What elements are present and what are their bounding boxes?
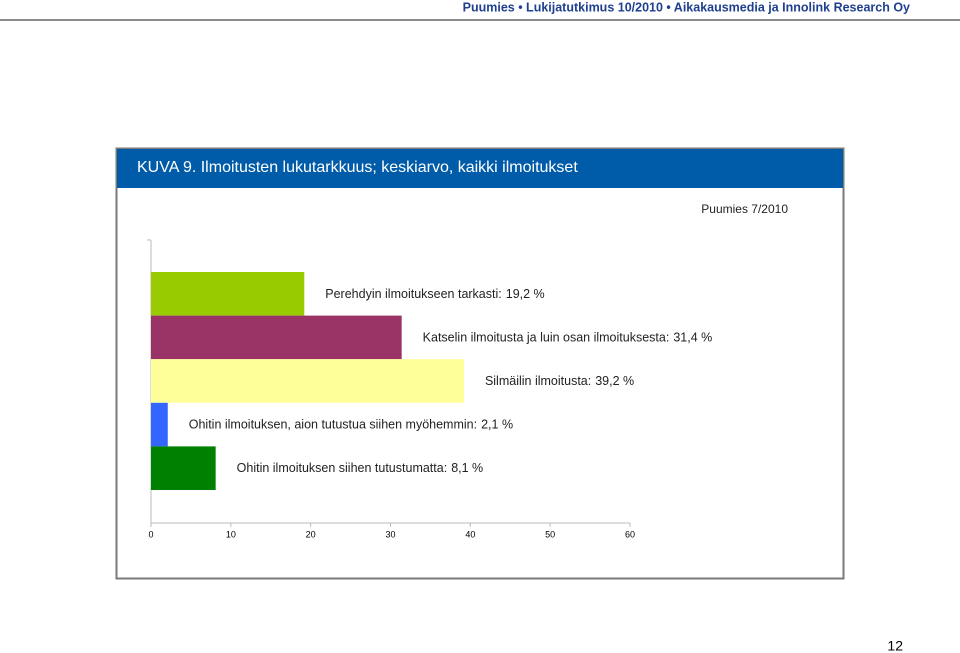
bar [151, 315, 402, 360]
page-number: 12 [887, 638, 903, 653]
title-bar [117, 149, 843, 188]
data-label: Ohitin ilmoituksen siihen tutustumatta: 8… [237, 461, 483, 475]
bar [151, 272, 305, 316]
bar [151, 359, 464, 403]
category-label: Ohitin ilmoituksen, aion tutustua siihen… [189, 418, 477, 432]
category-label: Perehdyin ilmoitukseen tarkasti: [325, 287, 501, 301]
value-label: 39,2 % [595, 374, 634, 388]
value-label: 2,1 % [481, 418, 513, 432]
x-tick-label: 60 [625, 529, 635, 539]
chart-subtitle: Puumies 7/2010 [701, 202, 788, 216]
data-label: Silmäilin ilmoitusta: 39,2 % [485, 374, 634, 388]
x-tick-label: 0 [148, 529, 153, 539]
bar [151, 446, 216, 490]
value-label: 19,2 % [506, 287, 545, 301]
x-tick-label: 40 [465, 529, 475, 539]
category-label: Katselin ilmoitusta ja luin osan ilmoitu… [423, 331, 670, 345]
x-tick-label: 10 [226, 529, 236, 539]
value-label: 8,1 % [451, 461, 483, 475]
category-label: Ohitin ilmoituksen siihen tutustumatta: [237, 461, 448, 475]
value-label: 31,4 % [673, 331, 712, 345]
x-tick-label: 50 [545, 529, 555, 539]
header-title: Puumies • Lukijatutkimus 10/2010 • Aikak… [463, 0, 910, 14]
data-label: Ohitin ilmoituksen, aion tutustua siihen… [189, 418, 513, 432]
x-tick-label: 30 [385, 529, 395, 539]
category-label: Silmäilin ilmoitusta: [485, 374, 591, 388]
chart-title: KUVA 9. Ilmoitusten lukutarkkuus; keskia… [137, 159, 578, 176]
bar [151, 402, 168, 447]
data-label: Perehdyin ilmoitukseen tarkasti: 19,2 % [325, 287, 544, 301]
x-tick-label: 20 [306, 529, 316, 539]
data-label: Katselin ilmoitusta ja luin osan ilmoitu… [423, 331, 713, 345]
